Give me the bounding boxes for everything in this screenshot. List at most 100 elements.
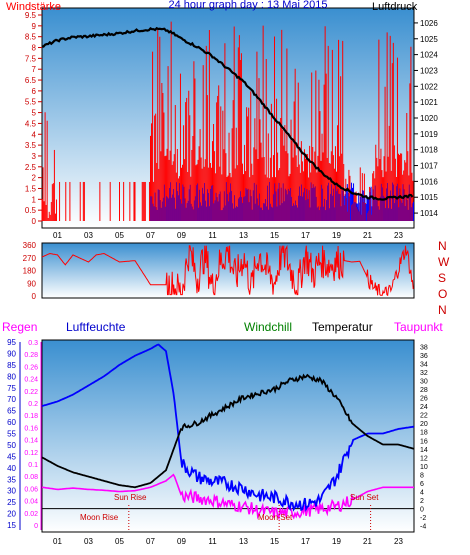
dewpoint-line <box>41 473 414 521</box>
hour-tick-label: 05 <box>115 231 124 240</box>
hour-tick-label: 11 <box>208 537 217 546</box>
hour-tick-label: 21 <box>363 231 372 240</box>
rain-tick-label: 0.16 <box>24 425 38 432</box>
pressure-tick-label: 1020 <box>420 114 438 123</box>
rain-tick-label: 0.22 <box>24 389 38 396</box>
temperature-tick-label: 8 <box>420 472 424 479</box>
rain-axis-title: Regen <box>2 320 37 334</box>
hour-tick-label: 01 <box>53 537 62 546</box>
pressure-tick-label: 1022 <box>420 82 438 91</box>
rain-tick-label: 0.24 <box>24 377 38 384</box>
temperature-tick-label: 34 <box>420 361 428 368</box>
humidity-tick-label: 55 <box>7 430 16 439</box>
temperature-tick-label: 4 <box>420 490 424 497</box>
temperature-tick-label: 16 <box>420 438 428 445</box>
pressure-tick-label: 1016 <box>420 177 438 186</box>
rain-tick-label: 0.26 <box>24 364 38 371</box>
direction-tick-label: 360 <box>23 241 37 250</box>
temperature-tick-label: 36 <box>420 353 428 360</box>
pressure-tick-label: 1023 <box>420 66 438 75</box>
wind-direction-line <box>41 244 414 297</box>
wind-speed-tick-label: 9 <box>32 22 37 31</box>
wind-speed-tick-label: 6 <box>32 87 37 96</box>
humidity-axis-title: Luftfeuchte <box>66 320 126 334</box>
rain-tick-label: 0.06 <box>24 486 38 493</box>
direction-tick-label: 270 <box>23 254 37 263</box>
pressure-tick-label: 1024 <box>420 51 438 60</box>
humidity-tick-label: 65 <box>7 407 16 416</box>
pressure-axis-title: Luftdruck <box>372 1 418 13</box>
pressure-tick-label: 1021 <box>420 98 438 107</box>
hour-tick-label: 07 <box>146 537 155 546</box>
wind-speed-tick-label: 6.5 <box>25 76 37 85</box>
hour-tick-label: 13 <box>239 537 248 546</box>
wind-speed-tick-label: 3.5 <box>25 141 37 150</box>
temperature-tick-label: 30 <box>420 378 428 385</box>
pressure-tick-label: 1019 <box>420 130 438 139</box>
climate-layer <box>41 343 415 530</box>
humidity-tick-label: 45 <box>7 452 16 461</box>
wind-speed-tick-label: 2.5 <box>25 163 37 172</box>
hour-tick-label: 15 <box>270 537 279 546</box>
moon-set-label: Moon Set <box>258 513 293 522</box>
temperature-tick-label: 26 <box>420 396 428 403</box>
hour-tick-label: 01 <box>53 231 62 240</box>
hour-tick-label: 05 <box>115 537 124 546</box>
pressure-tick-label: 1018 <box>420 146 438 155</box>
pressure-tick-label: 1015 <box>420 193 438 202</box>
hour-tick-label: 17 <box>301 231 310 240</box>
wind-speed-axis-title: Windstärke <box>6 1 61 13</box>
hour-tick-label: 15 <box>270 231 279 240</box>
hour-tick-label: 13 <box>239 231 248 240</box>
humidity-line <box>41 343 415 512</box>
direction-tick-label: 180 <box>23 267 37 276</box>
hour-tick-label: 17 <box>301 537 310 546</box>
hour-tick-label: 23 <box>394 537 403 546</box>
temperature-tick-label: -2 <box>420 515 426 522</box>
humidity-tick-label: 90 <box>7 349 16 358</box>
pressure-line <box>41 26 414 201</box>
direction-tick-label: 90 <box>27 279 36 288</box>
wind-speed-tick-label: 5.5 <box>25 98 37 107</box>
humidity-tick-label: 85 <box>7 361 16 370</box>
temperature-tick-label: 0 <box>420 507 424 514</box>
wind-speed-tick-label: 7 <box>32 65 37 74</box>
rain-tick-label: 0.2 <box>28 401 38 408</box>
temperature-line <box>41 373 415 489</box>
wind-speed-tick-label: 1 <box>32 195 37 204</box>
rain-tick-label: 0.28 <box>24 352 38 359</box>
temperature-tick-label: 6 <box>420 481 424 488</box>
temperature-tick-label: -4 <box>420 524 426 531</box>
moon-rise-label: Moon Rise <box>80 513 119 522</box>
humidity-tick-label: 80 <box>7 372 16 381</box>
wind-speed-tick-label: 1.5 <box>25 184 37 193</box>
direction-letter-n-bottom: N <box>438 303 447 317</box>
direction-layer <box>41 244 414 297</box>
rain-tick-label: 0.14 <box>24 438 38 445</box>
wind-speed-tick-label: 4.5 <box>25 119 37 128</box>
hour-tick-label: 09 <box>177 537 186 546</box>
rain-tick-label: 0.08 <box>24 474 38 481</box>
direction-letter-n-top: N <box>438 239 447 253</box>
temperature-tick-label: 18 <box>420 430 428 437</box>
temperature-tick-label: 28 <box>420 387 428 394</box>
humidity-tick-label: 95 <box>7 338 16 347</box>
wind-speed-tick-label: 8 <box>32 44 37 53</box>
hour-tick-label: 23 <box>394 231 403 240</box>
rain-tick-label: 0.02 <box>24 511 38 518</box>
humidity-tick-label: 35 <box>7 475 16 484</box>
wind-speed-tick-label: 3 <box>32 152 37 161</box>
temperature-tick-label: 20 <box>420 421 428 428</box>
rain-tick-label: 0 <box>34 523 38 530</box>
chart-title: 24 hour graph day : 13 Mai 2015 <box>168 0 327 11</box>
temperature-tick-label: 2 <box>420 498 424 505</box>
temperature-tick-label: 38 <box>420 344 428 351</box>
humidity-tick-label: 30 <box>7 487 16 496</box>
direction-letter-w: W <box>438 255 450 269</box>
humidity-tick-label: 60 <box>7 418 16 427</box>
wind-speed-tick-label: 4 <box>32 130 37 139</box>
rain-tick-label: 0.04 <box>24 499 38 506</box>
pressure-tick-label: 1017 <box>420 162 438 171</box>
pressure-tick-label: 1014 <box>420 209 438 218</box>
rain-tick-label: 0.3 <box>28 340 38 347</box>
